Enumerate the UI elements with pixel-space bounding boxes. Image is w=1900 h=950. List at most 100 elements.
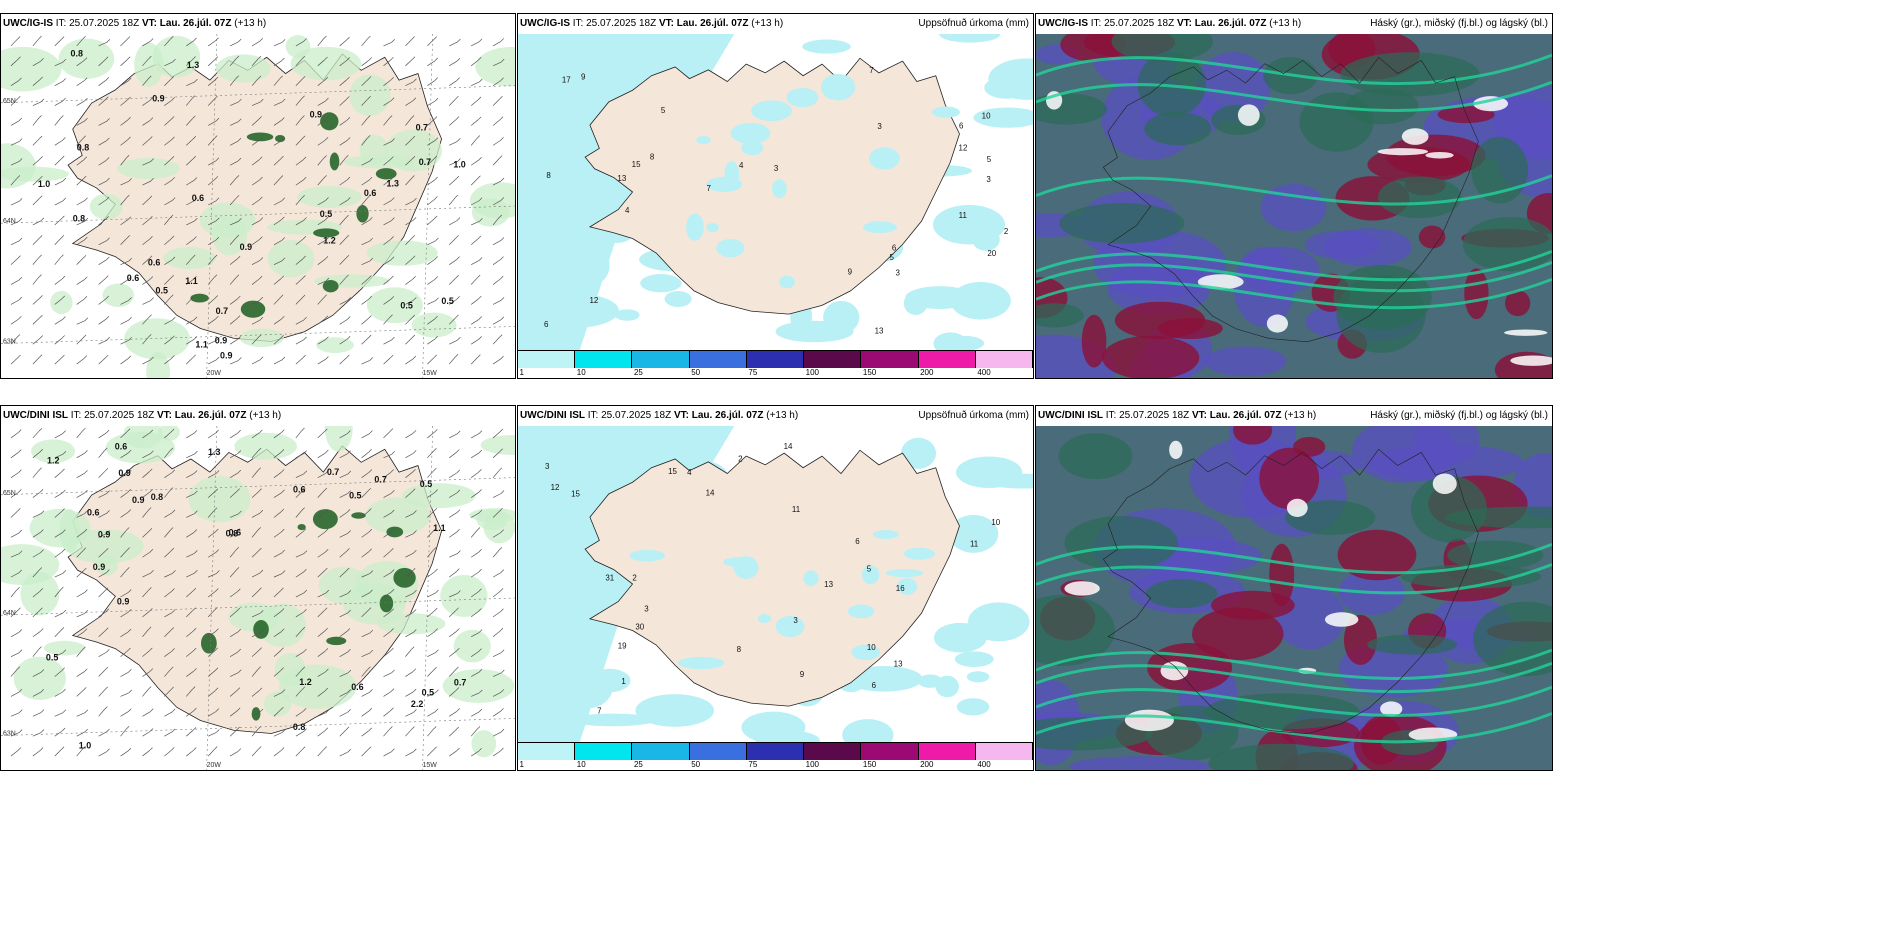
wind-value-label: 0.6: [192, 193, 204, 203]
precip-value-label: 6: [855, 537, 860, 546]
lon-label: 20W: [207, 370, 222, 377]
legend-tick-label: 200: [920, 368, 934, 378]
wind-value-labels: 0.5 0.7 0.5 0.6 0.9 0.8 0.7 2.2 0.9 1.2 0.5 0.9 0.6 1…: [46, 441, 466, 750]
precip-value-label: 3: [986, 175, 991, 184]
precip-value-label: 1: [621, 677, 626, 686]
precip-map-row1: UWC/IG-IS IT: 25.07.2025 18Z VT: Lau. 26…: [517, 13, 1034, 379]
precip-value-label: 5: [867, 565, 872, 574]
precip-value-label: 4: [625, 206, 630, 215]
wind-value-label: 0.6: [293, 484, 305, 494]
precip-value-label: 3: [793, 616, 798, 625]
legend-swatches: [518, 350, 1033, 369]
legend-tick-label: 50: [691, 368, 701, 378]
wind-value-label: 1.3: [187, 60, 199, 70]
precip-value-label: 3: [877, 122, 882, 131]
legend-swatch: [861, 351, 919, 369]
legend-swatch: [975, 351, 1033, 369]
precip-value-label: 5: [987, 155, 992, 164]
precip-value-label: 13: [875, 326, 884, 335]
precip-value-label: 3: [774, 164, 779, 173]
lon-label: 15W: [422, 762, 437, 769]
legend-tick-label: 25: [633, 368, 643, 378]
legend-swatch: [689, 743, 747, 761]
wind-value-label: 1.3: [387, 179, 399, 189]
precip-value-label: 6: [892, 243, 897, 252]
precip-value-label: 31: [605, 574, 614, 583]
legend-swatch: [632, 743, 690, 761]
precip-map-row2: UWC/DINI ISL IT: 25.07.2025 18Z VT: Lau.…: [517, 405, 1034, 771]
wind-precip-map-row2: UWC/DINI ISL IT: 25.07.2025 18Z VT: Lau.…: [0, 405, 516, 771]
precip-value-label: 8: [546, 171, 551, 180]
precip-value-label: 2: [738, 455, 743, 464]
wind-value-label: 0.5: [46, 652, 58, 662]
legend-swatch: [575, 743, 633, 761]
map-header: UWC/DINI ISL IT: 25.07.2025 18Z VT: Lau.…: [1036, 406, 1552, 426]
map-canvas: [1036, 426, 1552, 770]
precip-value-label: 12: [589, 296, 598, 305]
wind-value-label: 0.7: [374, 475, 386, 485]
map-header: UWC/DINI ISL IT: 25.07.2025 18Z VT: Lau.…: [518, 406, 1033, 426]
legend-swatch: [518, 351, 576, 369]
legend-swatch: [861, 743, 919, 761]
wind-value-label: 0.8: [71, 49, 83, 59]
precip-value-label: 8: [650, 153, 655, 162]
precip-value-label: 7: [597, 707, 602, 716]
wind-value-label: 0.9: [240, 242, 252, 252]
precip-value-label: 15: [632, 160, 641, 169]
precip-value-label: 7: [707, 184, 712, 193]
map-header: UWC/DINI ISL IT: 25.07.2025 18Z VT: Lau.…: [1, 406, 515, 426]
map-canvas: 0.5 0.7 0.5 0.6 0.9 0.8 0.7 2.2 0.9 1.2 0.5 0.9 0.6 1…: [1, 426, 515, 770]
map-canvas: 0.6 0.9 0.7 0.5 1.1 0.9 0.7 0.6 0.5 0.8 0.9 1.3 1.2 0…: [1, 34, 515, 378]
legend-swatch: [575, 351, 633, 369]
precip-value-label: 10: [982, 112, 991, 121]
legend-swatch: [746, 743, 805, 761]
legend-swatch: [804, 743, 862, 761]
legend-tick-label: 75: [748, 368, 758, 378]
wind-value-label: 1.1: [195, 339, 207, 349]
coastline: [1102, 56, 1479, 343]
cloud-layers: [1036, 34, 1552, 378]
precip-value-label: 13: [824, 580, 833, 589]
wind-value-label: 0.9: [118, 468, 130, 478]
legend-swatch: [632, 351, 690, 369]
wind-value-label: 0.9: [117, 597, 129, 607]
precip-legend: 1 10 25 50 75 100 150 200 400: [518, 350, 1033, 378]
legend-tick-label: 200: [920, 760, 934, 770]
wind-value-label: 0.9: [310, 110, 322, 120]
precip-value-label: 20: [987, 249, 996, 258]
wind-precip-map-row1: UWC/IG-IS IT: 25.07.2025 18Z VT: Lau. 26…: [0, 13, 516, 379]
wind-value-label: 0.7: [419, 157, 431, 167]
wind-value-label: 1.2: [323, 236, 335, 246]
precip-value-label: 17: [562, 76, 571, 85]
wind-value-label: 0.8: [73, 213, 85, 223]
legend-tick-label: 150: [862, 368, 877, 378]
legend-tick-label: 50: [691, 760, 701, 770]
map-title: Uppsöfnuð úrkoma (mm): [918, 410, 1029, 421]
map-header: UWC/IG-IS IT: 25.07.2025 18Z VT: Lau. 26…: [1, 14, 515, 34]
cloud-map-row1: UWC/IG-IS IT: 25.07.2025 18Z VT: Lau. 26…: [1035, 13, 1553, 379]
wind-value-label: 0.9: [132, 495, 144, 505]
precip-value-label: 3: [895, 268, 900, 277]
legend-tick-label: 25: [633, 760, 643, 770]
legend-ticks: 1 10 25 50 75 100 150 200 400: [518, 760, 1033, 770]
map-header: UWC/IG-IS IT: 25.07.2025 18Z VT: Lau. 26…: [1036, 14, 1552, 34]
wind-value-label: 0.7: [416, 123, 428, 133]
precip-value-label: 5: [661, 106, 666, 115]
precip-legend: 1 10 25 50 75 100 150 200 400: [518, 742, 1033, 770]
precip-value-label: 2: [1004, 227, 1009, 236]
map-title: Uppsöfnuð úrkoma (mm): [918, 18, 1029, 29]
precip-value-label: 11: [792, 505, 801, 514]
wind-value-label: 0.8: [151, 492, 163, 502]
wind-value-labels: 0.6 0.9 0.7 0.5 1.1 0.9 0.7 0.6 0.5 0.8 0.9 1.3 1.2 0…: [38, 49, 466, 361]
precip-value-label: 9: [848, 267, 853, 276]
lon-label: 20W: [207, 762, 222, 769]
legend-tick-label: 1: [519, 368, 524, 378]
lon-label: 15W: [422, 370, 437, 377]
wind-value-label: 1.0: [38, 179, 50, 189]
wind-value-label: 0.6: [87, 507, 99, 517]
land-layer: [584, 449, 965, 707]
precip-value-label: 4: [739, 161, 744, 170]
cloud-map-row2: UWC/DINI ISL IT: 25.07.2025 18Z VT: Lau.…: [1035, 405, 1553, 771]
